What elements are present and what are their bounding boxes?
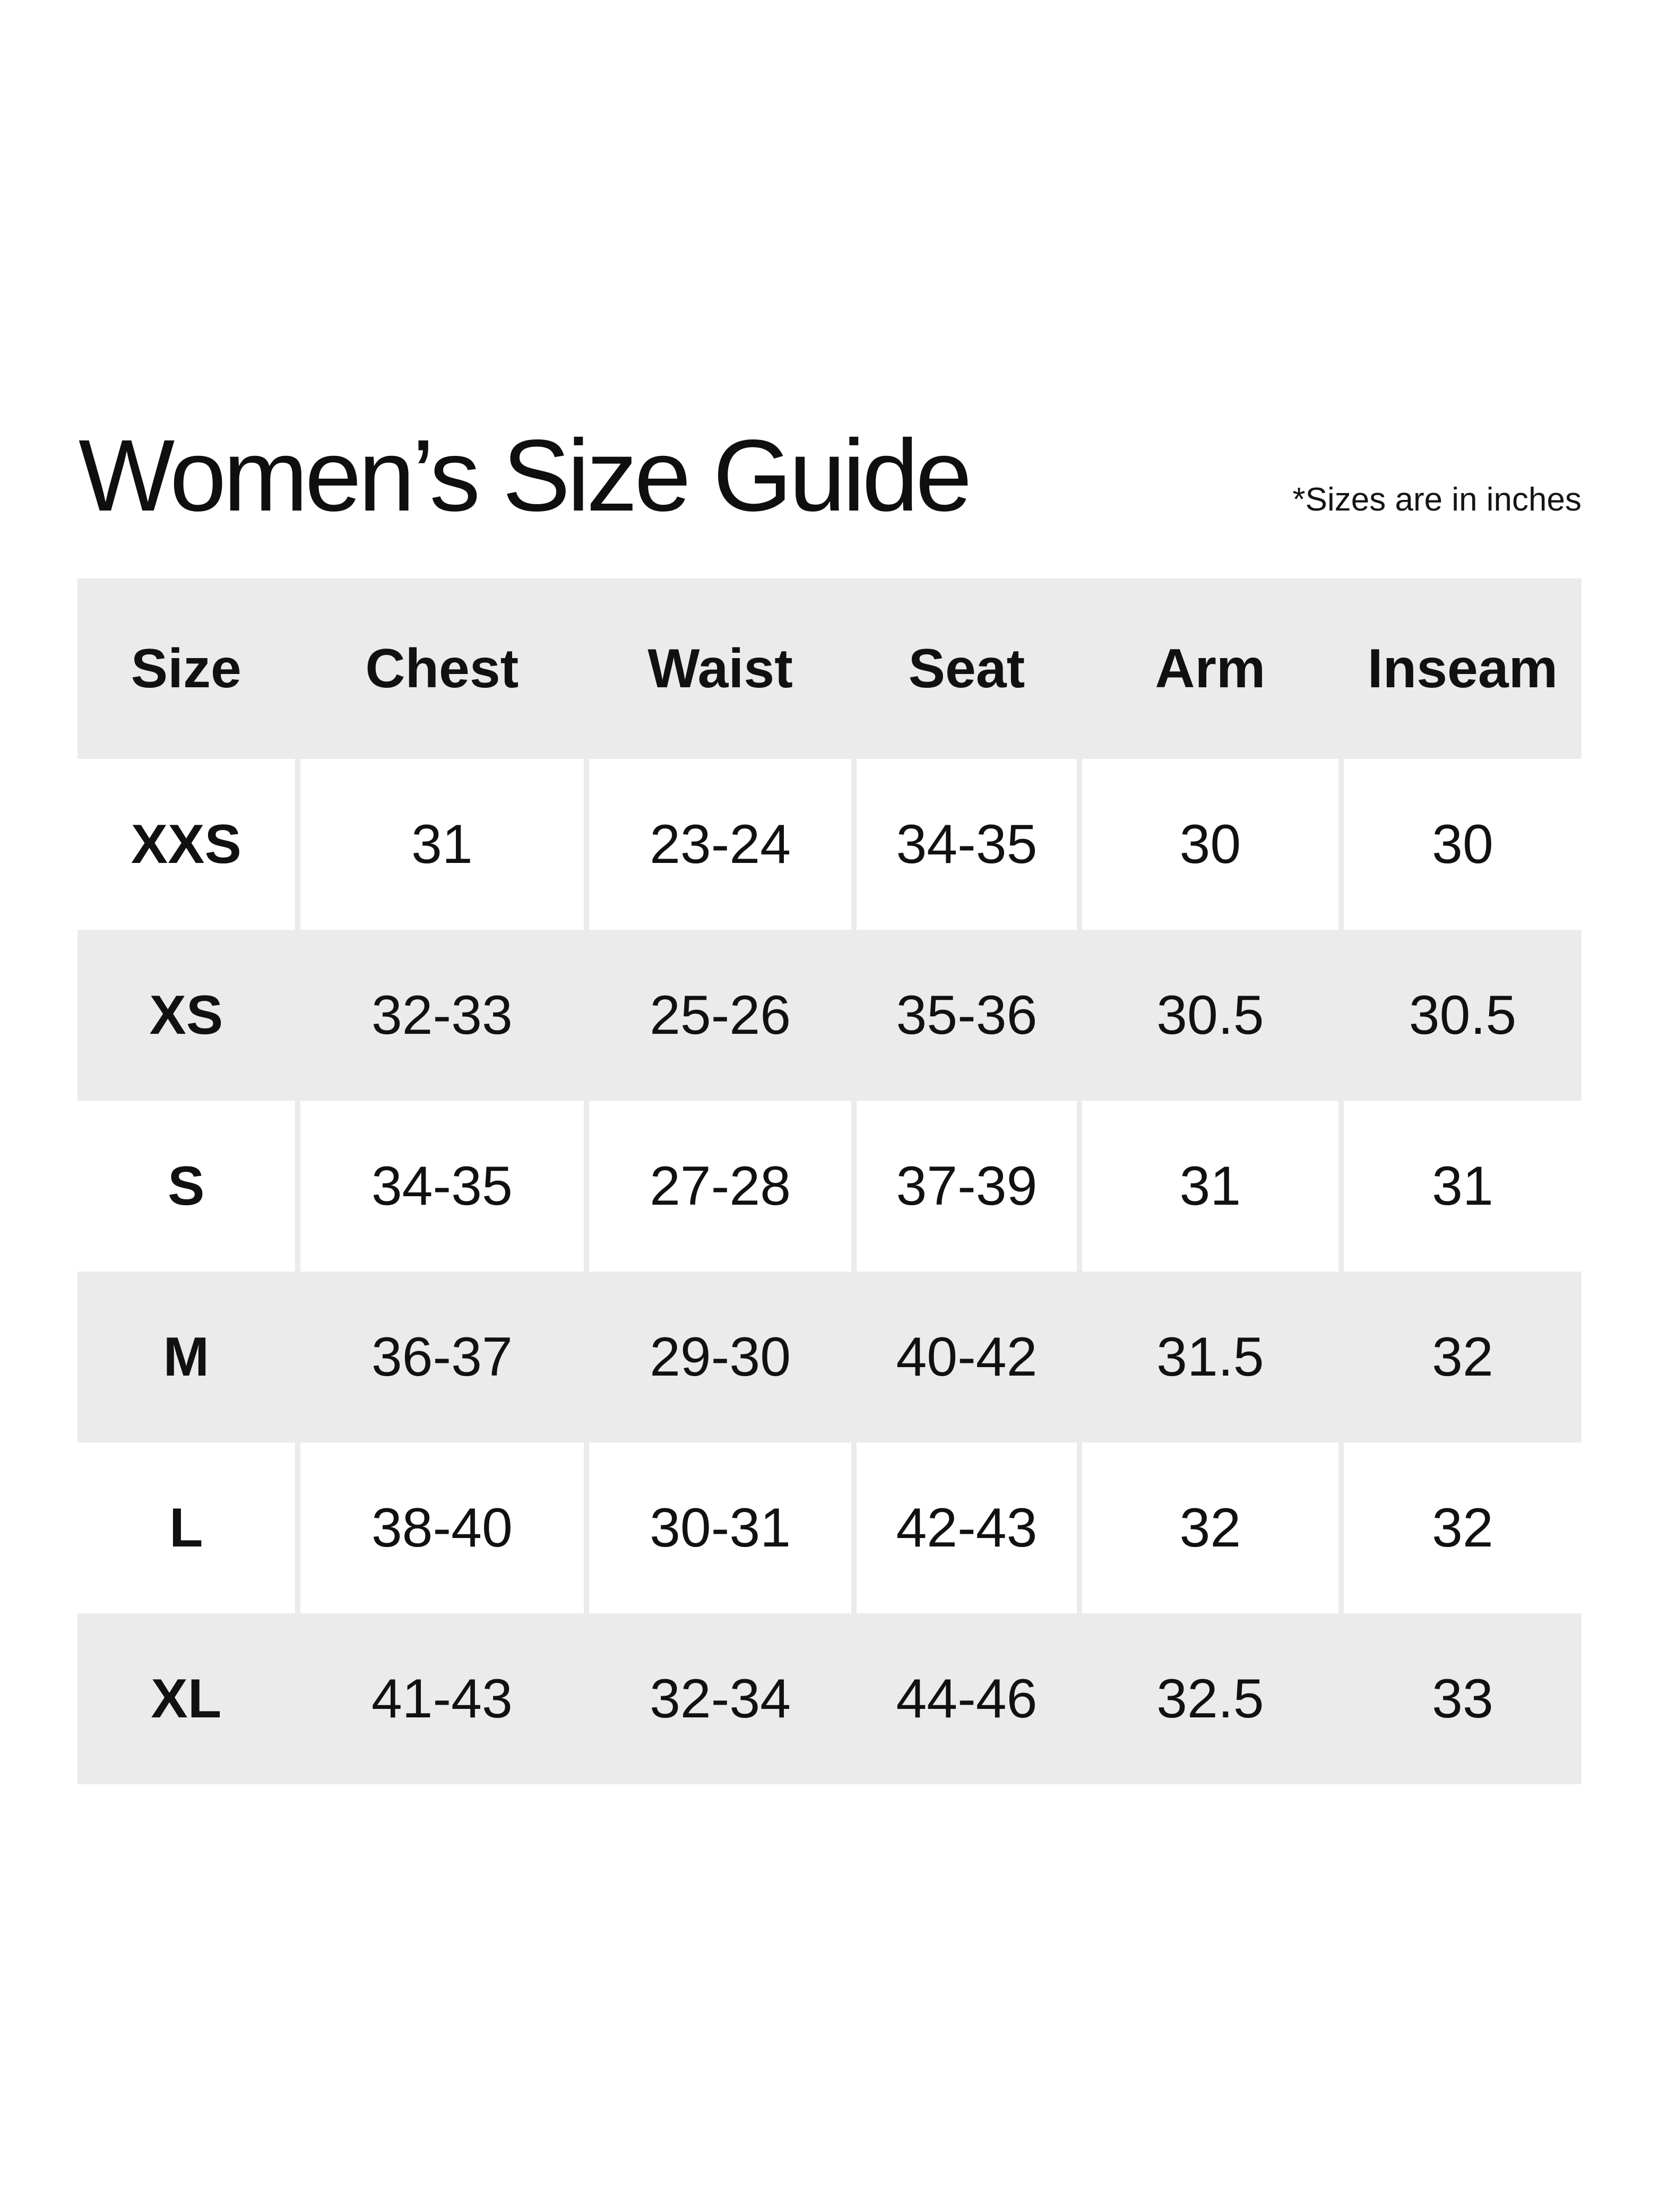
- seat-value: 42-43: [857, 1442, 1077, 1613]
- chest-value: 38-40: [300, 1442, 584, 1613]
- inseam-value: 31: [1344, 1101, 1582, 1272]
- chest-value: 32-33: [300, 930, 584, 1101]
- arm-value: 31: [1082, 1101, 1339, 1272]
- inseam-value: 32: [1344, 1272, 1582, 1442]
- size-label: M: [77, 1272, 295, 1442]
- inseam-value: 32: [1344, 1442, 1582, 1613]
- size-label: S: [77, 1101, 295, 1272]
- waist-value: 27-28: [589, 1101, 852, 1272]
- column-header-arm: Arm: [1082, 578, 1339, 759]
- seat-value: 40-42: [857, 1272, 1077, 1442]
- table-header-row: Size Chest Waist Seat Arm Inseam: [77, 578, 1582, 759]
- size-label: L: [77, 1442, 295, 1613]
- size-label: XS: [77, 930, 295, 1101]
- arm-value: 30: [1082, 759, 1339, 930]
- table-row-xs: XS 32-33 25-26 35-36 30.5 30.5: [77, 930, 1582, 1101]
- waist-value: 23-24: [589, 759, 852, 930]
- column-header-size: Size: [77, 578, 295, 759]
- size-label: XXS: [77, 759, 295, 930]
- waist-value: 30-31: [589, 1442, 852, 1613]
- chest-value: 41-43: [300, 1613, 584, 1784]
- table-row-s: S 34-35 27-28 37-39 31 31: [77, 1101, 1582, 1272]
- arm-value: 30.5: [1082, 930, 1339, 1101]
- chest-value: 31: [300, 759, 584, 930]
- seat-value: 44-46: [857, 1613, 1077, 1784]
- column-header-waist: Waist: [589, 578, 852, 759]
- column-header-seat: Seat: [857, 578, 1077, 759]
- chest-value: 34-35: [300, 1101, 584, 1272]
- table-row-xl: XL 41-43 32-34 44-46 32.5 33: [77, 1613, 1582, 1784]
- size-label: XL: [77, 1613, 295, 1784]
- inseam-value: 30.5: [1344, 930, 1582, 1101]
- page-title: Women’s Size Guide: [79, 418, 972, 532]
- waist-value: 25-26: [589, 930, 852, 1101]
- page-header: Women’s Size Guide *Sizes are in inches: [79, 425, 1582, 526]
- arm-value: 31.5: [1082, 1272, 1339, 1442]
- column-header-inseam: Inseam: [1344, 578, 1582, 759]
- seat-value: 35-36: [857, 930, 1077, 1101]
- column-header-chest: Chest: [300, 578, 584, 759]
- seat-value: 34-35: [857, 759, 1077, 930]
- size-table: Size Chest Waist Seat Arm Inseam XXS 31 …: [77, 578, 1582, 1784]
- waist-value: 32-34: [589, 1613, 852, 1784]
- arm-value: 32.5: [1082, 1613, 1339, 1784]
- table-row-xxs: XXS 31 23-24 34-35 30 30: [77, 759, 1582, 930]
- arm-value: 32: [1082, 1442, 1339, 1613]
- seat-value: 37-39: [857, 1101, 1077, 1272]
- units-note: *Sizes are in inches: [1292, 481, 1582, 518]
- table-row-m: M 36-37 29-30 40-42 31.5 32: [77, 1272, 1582, 1442]
- inseam-value: 30: [1344, 759, 1582, 930]
- waist-value: 29-30: [589, 1272, 852, 1442]
- chest-value: 36-37: [300, 1272, 584, 1442]
- table-row-l: L 38-40 30-31 42-43 32 32: [77, 1442, 1582, 1613]
- inseam-value: 33: [1344, 1613, 1582, 1784]
